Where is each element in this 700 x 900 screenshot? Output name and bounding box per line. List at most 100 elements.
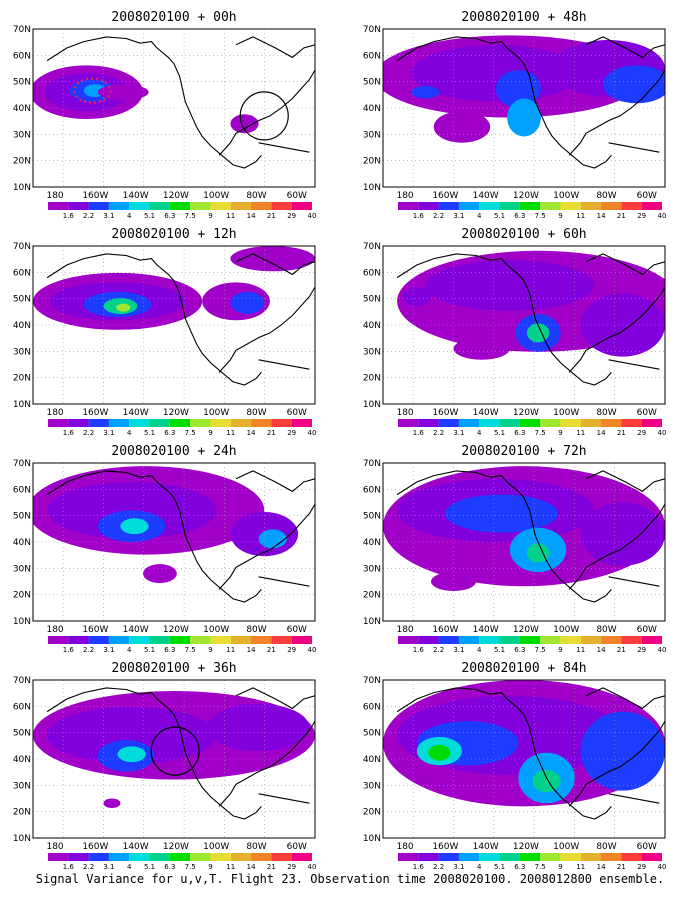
coastline (396, 470, 612, 603)
lon-tick-label: 120W (513, 191, 539, 201)
colorbar-swatch (499, 853, 520, 861)
colorbar-swatch (88, 202, 109, 210)
lon-tick-label: 140W (123, 191, 149, 201)
colorbar-swatch (291, 202, 312, 210)
coastline (235, 470, 315, 493)
lat-tick-label: 10N (13, 400, 31, 410)
map-frame (32, 28, 316, 188)
colorbar-label: 7.5 (185, 863, 196, 871)
panel-title: 2008020100 + 24h (111, 444, 236, 459)
colorbar-swatch (601, 636, 622, 644)
colorbar-swatch (641, 853, 662, 861)
colorbar-swatch (560, 636, 581, 644)
colorbar-swatch (458, 853, 480, 861)
variance-contour (411, 85, 440, 99)
colorbar-label: 9 (558, 212, 562, 220)
colorbar-swatch (621, 853, 642, 861)
lat-tick-label: 50N (13, 78, 31, 88)
colorbar-label: 1.6 (63, 863, 75, 871)
lon-tick-label: 60W (637, 842, 657, 852)
colorbar-swatch (641, 419, 662, 427)
lon-tick-label: 180 (46, 842, 63, 852)
colorbar-label: 3.1 (103, 646, 114, 654)
colorbar-label: 29 (637, 646, 646, 654)
colorbar-label: 5.1 (144, 429, 155, 437)
colorbar-label: 3.1 (453, 212, 464, 220)
lat-tick-label: 50N (363, 729, 381, 739)
colorbar-swatch (418, 636, 439, 644)
coastline (585, 687, 665, 710)
colorbar-label: 7.5 (185, 429, 196, 437)
lon-tick-label: 180 (396, 408, 413, 418)
lat-tick-label: 10N (363, 834, 381, 844)
colorbar-label: 2.2 (83, 863, 94, 871)
coastline (585, 253, 665, 276)
colorbar-label: 6.3 (514, 212, 525, 220)
colorbar-label: 4 (477, 429, 482, 437)
variance-contour (526, 543, 550, 563)
lon-tick-label: 60W (637, 191, 657, 201)
lat-tick-label: 40N (13, 321, 31, 331)
lon-tick-label: 160W (432, 625, 458, 635)
colorbar-label: 40 (308, 429, 317, 437)
colorbar-swatch (190, 419, 211, 427)
colorbar-label: 11 (226, 863, 235, 871)
colorbar-label: 21 (267, 863, 276, 871)
coastline (396, 687, 612, 820)
lat-tick-label: 50N (13, 295, 31, 305)
colorbar-label: 1.6 (63, 212, 75, 220)
variance-contour (47, 481, 217, 539)
colorbar-swatch (271, 636, 292, 644)
colorbar-swatch (398, 419, 419, 427)
lon-tick-label: 120W (163, 191, 189, 201)
lat-tick-label: 60N (363, 51, 381, 61)
map-frame (382, 462, 666, 622)
colorbar-swatch (621, 202, 642, 210)
panel-title: 2008020100 + 84h (461, 661, 586, 676)
colorbar-label: 14 (597, 863, 606, 871)
colorbar-swatch (169, 202, 191, 210)
coastline (46, 687, 262, 820)
variance-contour (425, 260, 595, 311)
variance-contour (495, 70, 541, 108)
colorbar-swatch (210, 419, 231, 427)
colorbar-swatch (418, 853, 439, 861)
variance-contour (117, 746, 146, 763)
variance-contour (445, 494, 558, 533)
colorbar-label: 1.6 (413, 212, 425, 220)
colorbar-swatch (129, 419, 150, 427)
map-frame (382, 679, 666, 839)
colorbar-label: 11 (226, 212, 235, 220)
lat-tick-label: 10N (363, 617, 381, 627)
colorbar-label: 6.3 (164, 212, 175, 220)
colorbar-label: 6.3 (514, 646, 525, 654)
variance-contour (580, 711, 665, 791)
colorbar-swatch (108, 419, 130, 427)
colorbar-swatch (438, 853, 459, 861)
colorbar-swatch (291, 853, 312, 861)
lon-tick-label: 60W (637, 408, 657, 418)
lon-tick-label: 60W (287, 625, 307, 635)
colorbar-swatch (479, 419, 500, 427)
lon-tick-label: 120W (163, 625, 189, 635)
lon-tick-label: 120W (513, 625, 539, 635)
colorbar-label: 40 (658, 863, 667, 871)
colorbar-swatch (149, 202, 170, 210)
lat-tick-label: 20N (13, 591, 31, 601)
lat-tick-label: 70N (363, 459, 381, 469)
colorbar-swatch (438, 202, 459, 210)
colorbar-swatch (251, 419, 272, 427)
lat-tick-label: 40N (13, 538, 31, 548)
colorbar-label: 3.1 (103, 212, 114, 220)
colorbar-label: 2.2 (433, 646, 444, 654)
panel-title: 2008020100 + 48h (461, 10, 586, 25)
colorbar-label: 6.3 (514, 429, 525, 437)
variance-contour (47, 706, 217, 764)
lon-tick-label: 180 (46, 191, 63, 201)
lon-tick-label: 160W (432, 191, 458, 201)
colorbar-swatch (271, 853, 292, 861)
lat-tick-label: 30N (13, 347, 31, 357)
colorbar-swatch (108, 636, 130, 644)
coastline (46, 253, 262, 386)
